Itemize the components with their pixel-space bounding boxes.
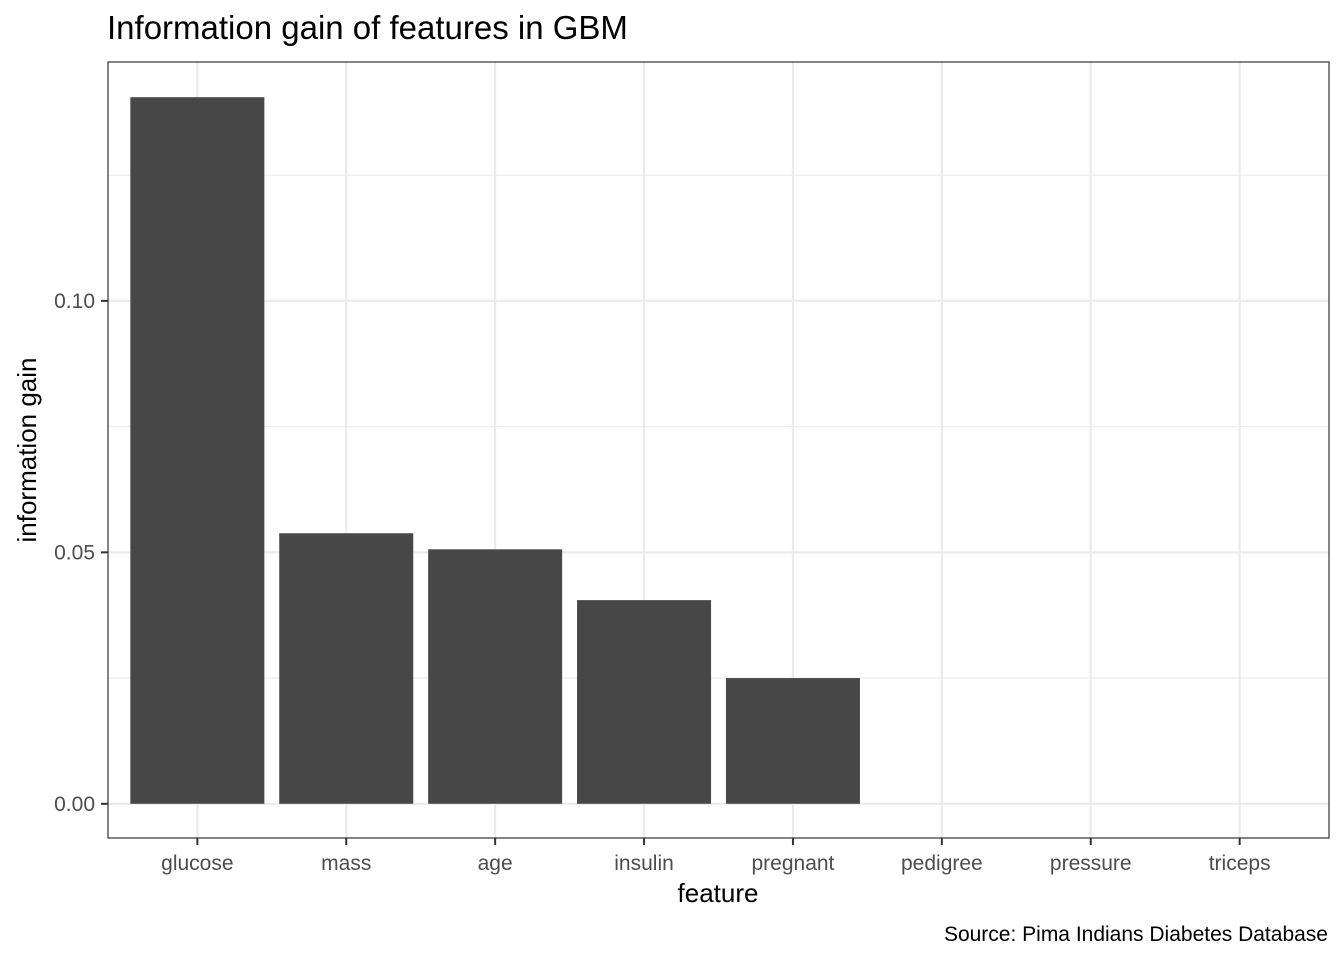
x-tick-label-mass: mass — [321, 852, 371, 875]
bar-glucose — [130, 97, 265, 804]
x-tick-label-glucose: glucose — [161, 852, 233, 875]
x-tick-label-pressure: pressure — [1050, 852, 1132, 875]
bar-insulin — [577, 600, 712, 804]
panel-border — [107, 61, 1330, 839]
x-tick-label-triceps: triceps — [1209, 852, 1271, 875]
y-axis: 0.00 0.05 0.10 — [54, 290, 108, 816]
x-tick-label-pregnant: pregnant — [751, 852, 834, 875]
bar-mass — [279, 533, 414, 804]
y-tick-label: 0.05 — [54, 541, 95, 564]
bar-age — [428, 549, 563, 804]
bar-pregnant — [725, 678, 860, 804]
y-tick-label: 0.10 — [54, 290, 95, 313]
y-axis-title: information gain — [12, 358, 42, 543]
y-tick-label: 0.00 — [54, 793, 95, 816]
bars — [130, 97, 860, 804]
x-tick-label-age: age — [478, 852, 513, 875]
source-caption: Source: Pima Indians Diabetes Database — [944, 923, 1328, 946]
x-tick-label-insulin: insulin — [614, 852, 674, 875]
x-axis: glucose mass age insulin pregnant pedigree pre… — [161, 838, 1271, 875]
chart-title: Information gain of features in GBM — [107, 9, 628, 46]
x-tick-label-pedigree: pedigree — [901, 852, 983, 875]
x-axis-title: feature — [678, 878, 759, 908]
